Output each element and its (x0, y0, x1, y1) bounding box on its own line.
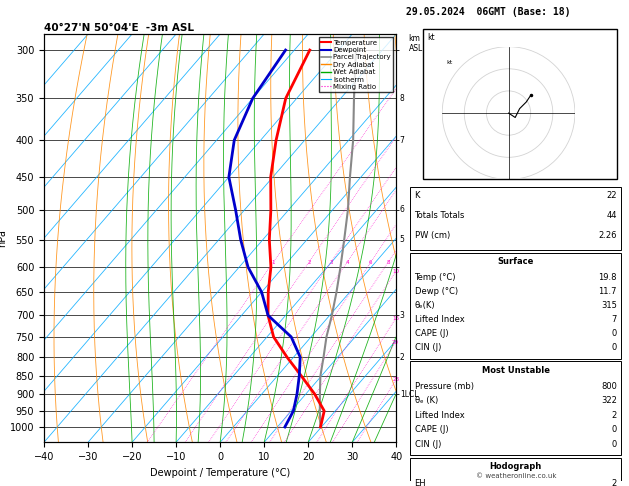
Text: 0: 0 (612, 425, 617, 434)
Bar (410, 187, 621, 250)
Text: 19.8: 19.8 (599, 273, 617, 282)
Text: 1LCL: 1LCL (400, 389, 418, 399)
Text: Surface: Surface (498, 257, 534, 266)
Legend: Temperature, Dewpoint, Parcel Trajectory, Dry Adiabat, Wet Adiabat, Isotherm, Mi: Temperature, Dewpoint, Parcel Trajectory… (318, 37, 392, 92)
Bar (410, 253, 621, 359)
Text: km
ASL: km ASL (409, 34, 423, 53)
Text: 40°27'N 50°04'E  -3m ASL: 40°27'N 50°04'E -3m ASL (44, 23, 194, 33)
Text: CIN (J): CIN (J) (415, 344, 441, 352)
Text: CAPE (J): CAPE (J) (415, 425, 448, 434)
Text: 2: 2 (307, 260, 311, 264)
Text: © weatheronline.co.uk: © weatheronline.co.uk (476, 473, 556, 479)
Text: 5: 5 (400, 235, 404, 244)
Text: 16: 16 (392, 315, 399, 320)
Text: Totals Totals: Totals Totals (415, 211, 465, 220)
Text: 10: 10 (392, 269, 399, 274)
Text: kt: kt (447, 60, 453, 66)
Text: Hodograph: Hodograph (489, 462, 542, 471)
Text: 11.7: 11.7 (599, 287, 617, 296)
Text: 6: 6 (369, 260, 372, 264)
Text: 2: 2 (612, 479, 617, 486)
Text: 20: 20 (392, 340, 399, 345)
Text: 315: 315 (601, 301, 617, 310)
Text: Lifted Index: Lifted Index (415, 411, 464, 419)
Text: Dewp (°C): Dewp (°C) (415, 287, 458, 296)
Text: 3: 3 (400, 311, 404, 320)
Text: kt: kt (428, 34, 435, 42)
Text: 1: 1 (272, 260, 275, 264)
Text: 29.05.2024  06GMT (Base: 18): 29.05.2024 06GMT (Base: 18) (406, 7, 571, 17)
Text: 0: 0 (612, 440, 617, 449)
Text: 0: 0 (612, 330, 617, 338)
Y-axis label: hPa: hPa (0, 229, 7, 247)
Text: θₑ(K): θₑ(K) (415, 301, 435, 310)
Text: 2.26: 2.26 (599, 231, 617, 240)
Text: Lifted Index: Lifted Index (415, 315, 464, 324)
Text: 800: 800 (601, 382, 617, 391)
Bar (423, 29, 617, 179)
X-axis label: Dewpoint / Temperature (°C): Dewpoint / Temperature (°C) (150, 468, 290, 478)
Text: 7: 7 (400, 136, 404, 145)
Text: 44: 44 (606, 211, 617, 220)
Text: Pressure (mb): Pressure (mb) (415, 382, 474, 391)
Text: 6: 6 (400, 206, 404, 214)
Bar (410, 361, 621, 455)
Text: 28: 28 (392, 377, 399, 382)
Bar (410, 458, 621, 486)
Text: EH: EH (415, 479, 426, 486)
Text: 8: 8 (400, 94, 404, 103)
Text: 322: 322 (601, 396, 617, 405)
Text: 2: 2 (400, 353, 404, 362)
Text: K: K (415, 191, 420, 200)
Text: 8: 8 (386, 260, 390, 264)
Text: CAPE (J): CAPE (J) (415, 330, 448, 338)
Text: PW (cm): PW (cm) (415, 231, 450, 240)
Text: 4: 4 (345, 260, 349, 264)
Text: CIN (J): CIN (J) (415, 440, 441, 449)
Text: θₑ (K): θₑ (K) (415, 396, 438, 405)
Text: 3: 3 (329, 260, 333, 264)
Text: 0: 0 (612, 344, 617, 352)
Text: Most Unstable: Most Unstable (482, 365, 550, 375)
Text: Temp (°C): Temp (°C) (415, 273, 456, 282)
Text: 2: 2 (612, 411, 617, 419)
Text: 22: 22 (606, 191, 617, 200)
Text: 7: 7 (611, 315, 617, 324)
